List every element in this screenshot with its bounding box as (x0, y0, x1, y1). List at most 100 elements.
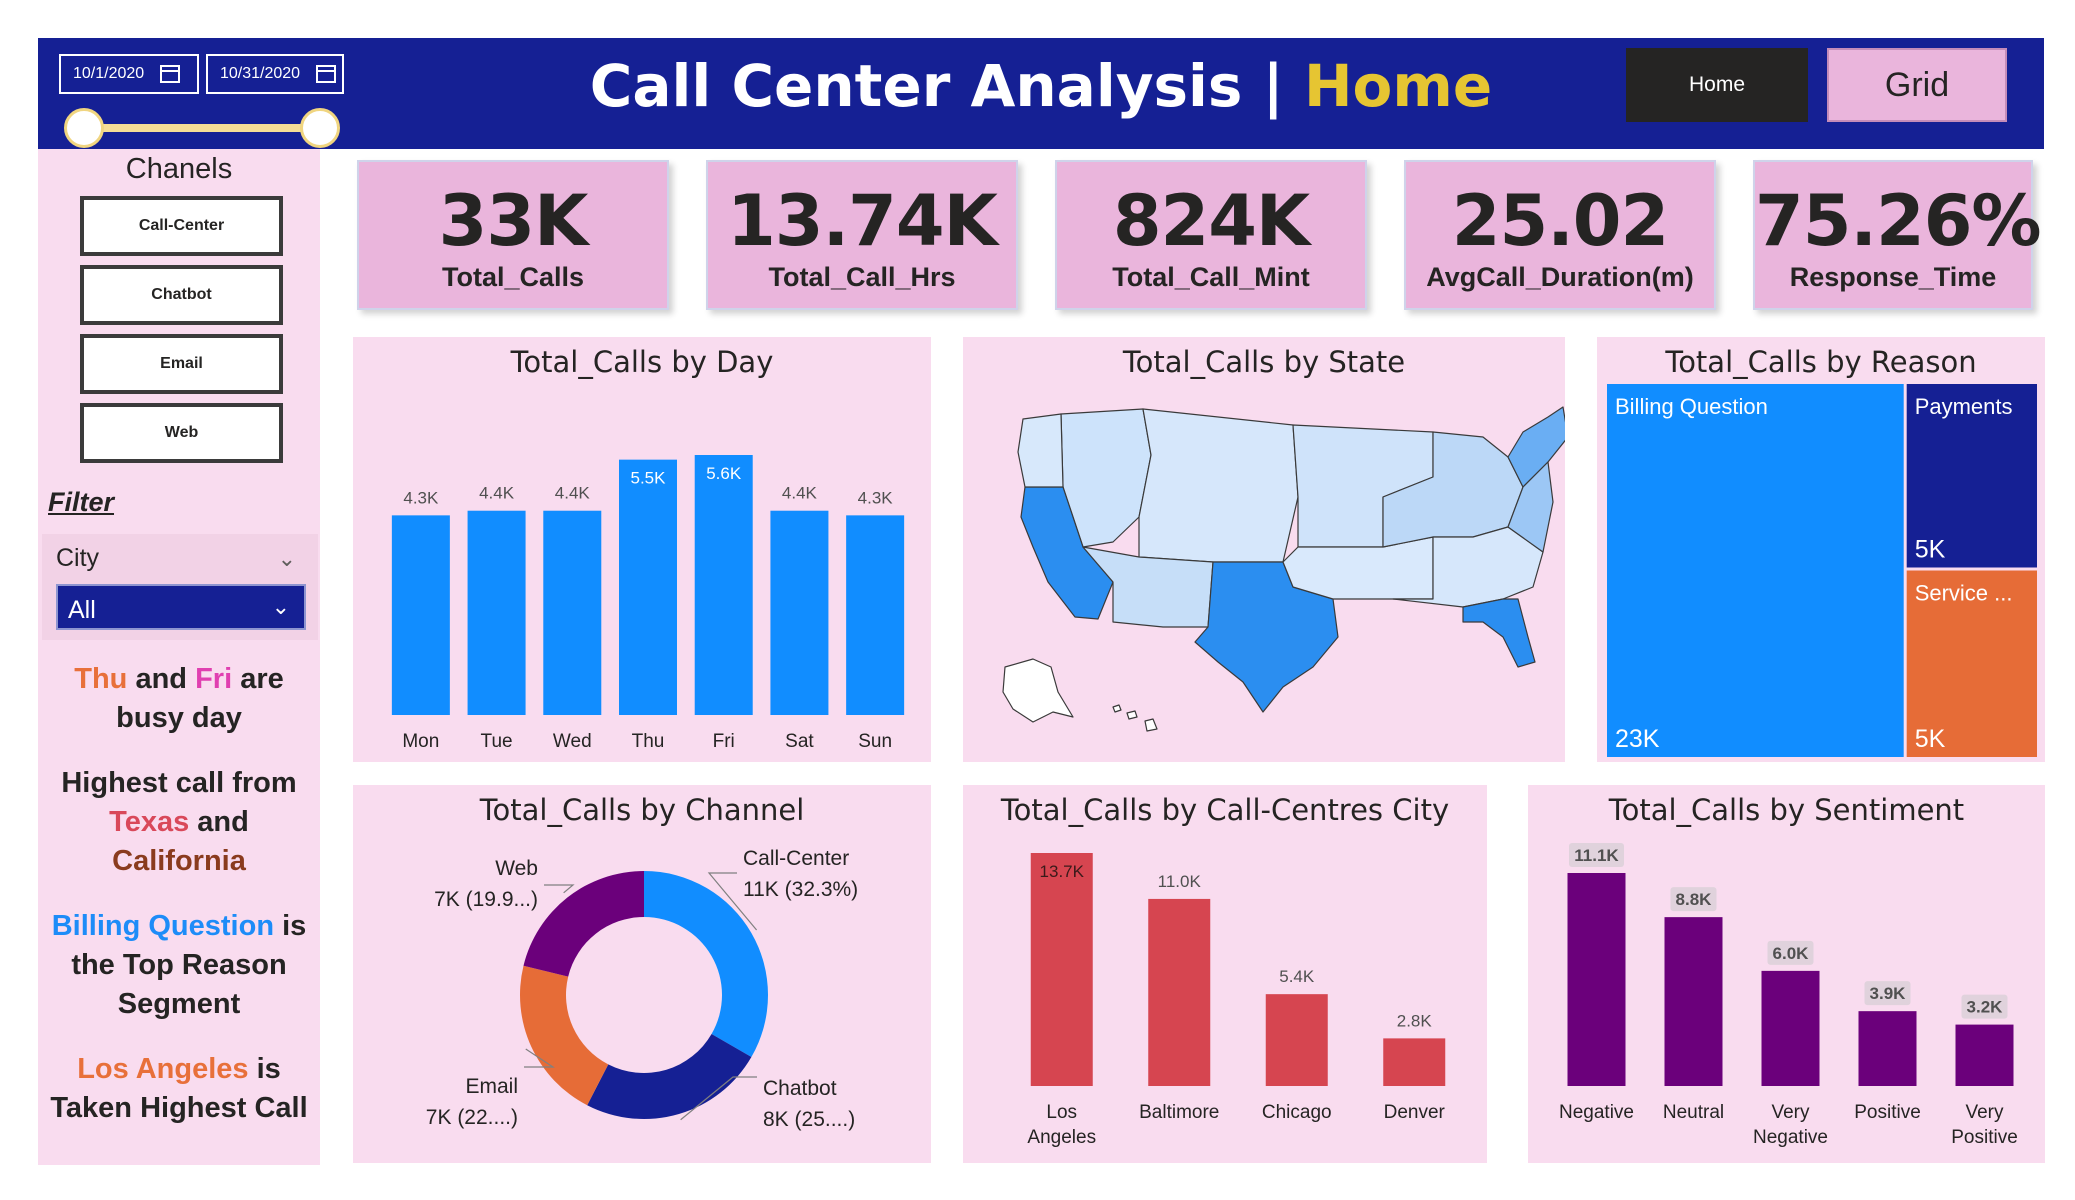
city-dropdown-value: All (68, 596, 96, 624)
us-state-map[interactable] (963, 337, 1569, 762)
page-title: Call Center Analysis | Home (38, 52, 2044, 120)
slice-category: Call-Center (743, 847, 849, 870)
bar (1567, 873, 1626, 1086)
tick-label: Positive (1854, 1102, 1921, 1123)
tick-label: Positive (1951, 1127, 2018, 1148)
channel-button-email[interactable]: Email (80, 334, 283, 394)
channel-button-chatbot[interactable]: Chatbot (80, 265, 283, 325)
city-slicer: City ⌄ All ⌄ (42, 534, 318, 640)
start-date-value: 10/1/2020 (73, 65, 145, 82)
insight-text: busy day (116, 702, 242, 734)
tick-label: Chicago (1262, 1102, 1332, 1123)
tick-label: Neutral (1663, 1102, 1724, 1123)
date-range-slider[interactable] (82, 124, 322, 132)
bar (619, 459, 677, 715)
slice-label: 11K (32.3%) (743, 878, 858, 901)
city-dropdown[interactable]: All ⌄ (56, 584, 306, 630)
chart-title: Total_Calls by Day (510, 345, 774, 379)
filter-label: Filter (48, 487, 115, 517)
slice-label: 7K (19.9...) (434, 888, 538, 911)
kpi-card-total-calls: 33K Total_Calls (357, 160, 669, 310)
channel-button-call-center[interactable]: Call-Center (80, 196, 283, 256)
tick-label: Tue (481, 731, 513, 752)
day-bar-chart: 4.3K Mon 4.4K Tue 4.4K Wed 5.5K Thu 5.6K Fri 4.4K S… (391, 455, 905, 752)
data-label: 3.2K (1967, 998, 2004, 1017)
city-bar-chart: 13.7K Los Angeles 11.0K Baltimore 5.4K Chicago… (1027, 853, 1446, 1148)
bar (1030, 853, 1093, 1086)
tick-label: Los (1046, 1102, 1077, 1123)
chevron-down-icon[interactable]: ⌄ (271, 594, 290, 619)
slider-start-handle[interactable] (64, 108, 104, 148)
insight-top-city: Los Angeles is Taken Highest Call (38, 1050, 320, 1128)
treemap-value: 23K (1615, 725, 1660, 753)
start-date-input[interactable]: 10/1/2020 (59, 54, 199, 94)
donut-slice (520, 965, 609, 1106)
treemap-category: Service ... (1915, 581, 2013, 606)
chart-title: Total_Calls by Reason (1665, 345, 1977, 379)
map-northwest (1017, 413, 1064, 488)
chart-title: Total_Calls by State (1122, 345, 1406, 379)
bar (1664, 917, 1723, 1086)
chart-title: Total_Calls by Call-Centres City (1000, 793, 1450, 827)
data-label: 4.4K (479, 484, 515, 503)
data-label: 11.1K (1574, 846, 1619, 865)
data-label: 5.6K (706, 464, 742, 483)
reason-treemap: Billing Question 23K Payments 5K Service ...… (1607, 384, 2037, 757)
insight-california: California (112, 845, 246, 877)
chart-panel-by-sentiment: Total_Calls by Sentiment 11.1K Negative 8.… (1528, 785, 2045, 1163)
tick-label: Thu (632, 731, 665, 752)
data-label: 13.7K (1040, 862, 1085, 881)
calendar-icon[interactable] (160, 65, 181, 83)
data-label: 6.0K (1773, 944, 1810, 963)
title-main: Call Center Analysis | (589, 52, 1305, 120)
channel-button-web[interactable]: Web (80, 403, 283, 463)
kpi-value: 13.74K (727, 180, 998, 262)
home-button[interactable]: Home (1626, 48, 1808, 122)
treemap-value: 5K (1915, 536, 1946, 564)
city-slicer-header[interactable]: City ⌄ (42, 534, 318, 584)
slider-end-handle[interactable] (300, 108, 340, 148)
bar (846, 515, 905, 715)
tick-label: Denver (1384, 1102, 1446, 1123)
tick-label: Very (1771, 1102, 1810, 1123)
treemap-value: 5K (1915, 725, 1946, 753)
leader-line (680, 1076, 757, 1121)
kpi-card-total-call-mint: 824K Total_Call_Mint (1055, 160, 1367, 310)
end-date-input[interactable]: 10/31/2020 (206, 54, 344, 94)
channels-heading: Chanels (125, 153, 233, 185)
sidebar: Chanels Call-Center Chatbot Email Web Fi… (38, 149, 320, 1165)
channel-donut-chart: Call-Center 11K (32.3%) Chatbot 8K (25....)… (426, 847, 858, 1131)
city-slicer-title: City (56, 544, 100, 572)
slice-label: 7K (22....) (426, 1106, 518, 1129)
tick-label: Negative (1753, 1127, 1828, 1148)
data-label-bg (1864, 981, 1911, 1006)
grid-button[interactable]: Grid (1827, 48, 2007, 122)
tick-label: Sun (858, 731, 892, 752)
chevron-down-icon[interactable]: ⌄ (277, 546, 296, 571)
insight-text: and (189, 806, 249, 838)
kpi-card-avg-call-duration: 25.02 AvgCall_Duration(m) (1404, 160, 1716, 310)
insight-text: is (248, 1053, 281, 1085)
kpi-label: AvgCall_Duration(m) (1426, 262, 1694, 292)
donut-slice (523, 871, 644, 977)
map-hawaii (1112, 704, 1158, 732)
chart-panel-by-day: Total_Calls by Day 4.3K Mon 4.4K Tue 4.4K Wed… (353, 337, 931, 762)
end-date-value: 10/31/2020 (220, 65, 301, 82)
insight-los-angeles: Los Angeles (77, 1053, 249, 1085)
map-alaska (1002, 658, 1074, 723)
data-label: 4.4K (555, 484, 591, 503)
insight-billing: Billing Question (51, 910, 275, 942)
bar (770, 510, 829, 715)
data-label: 4.3K (858, 488, 894, 507)
data-label: 5.4K (1279, 967, 1315, 986)
kpi-label: Response_Time (1789, 262, 1997, 292)
insight-thu: Thu (74, 663, 128, 695)
insight-top-reason: Billing Question is the Top Reason Segme… (38, 907, 320, 1024)
insight-fri: Fri (195, 663, 233, 695)
data-label: 5.5K (631, 469, 667, 488)
tick-label: Negative (1559, 1102, 1634, 1123)
calendar-icon[interactable] (316, 65, 337, 83)
treemap-cell (1906, 384, 2037, 568)
insight-top-states: Highest call from Texas and California (38, 764, 320, 881)
map-mountain (1138, 408, 1299, 563)
